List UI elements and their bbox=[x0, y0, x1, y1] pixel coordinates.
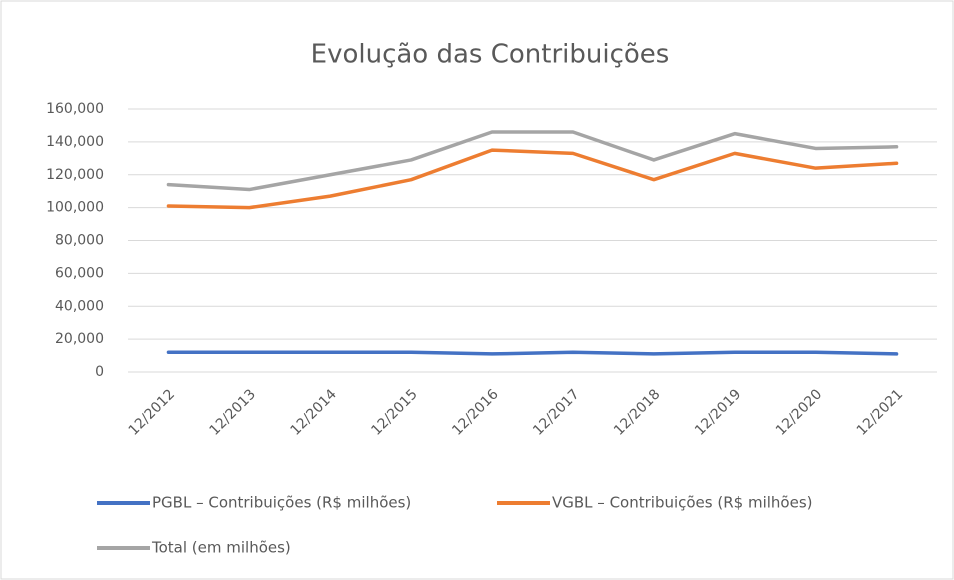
y-tick-label: 120,000 bbox=[46, 167, 104, 183]
series-line bbox=[166, 148, 899, 210]
legend-label: PGBL – Contribuições (R$ milhões) bbox=[152, 494, 411, 512]
legend-label: Total (em milhões) bbox=[151, 539, 291, 557]
y-tick-label: 160,000 bbox=[46, 101, 104, 117]
y-tick-label: 0 bbox=[95, 364, 104, 380]
y-tick-label: 60,000 bbox=[55, 265, 104, 281]
series-line bbox=[166, 130, 899, 192]
y-tick-label: 140,000 bbox=[46, 134, 104, 150]
y-tick-label: 20,000 bbox=[55, 331, 104, 347]
y-tick-label: 100,000 bbox=[46, 200, 104, 216]
chart-title: Evolução das Contribuições bbox=[311, 40, 670, 70]
y-tick-label: 80,000 bbox=[55, 233, 104, 249]
y-tick-label: 40,000 bbox=[55, 298, 104, 314]
series-line bbox=[166, 350, 899, 356]
legend-label: VGBL – Contribuições (R$ milhões) bbox=[552, 494, 813, 512]
